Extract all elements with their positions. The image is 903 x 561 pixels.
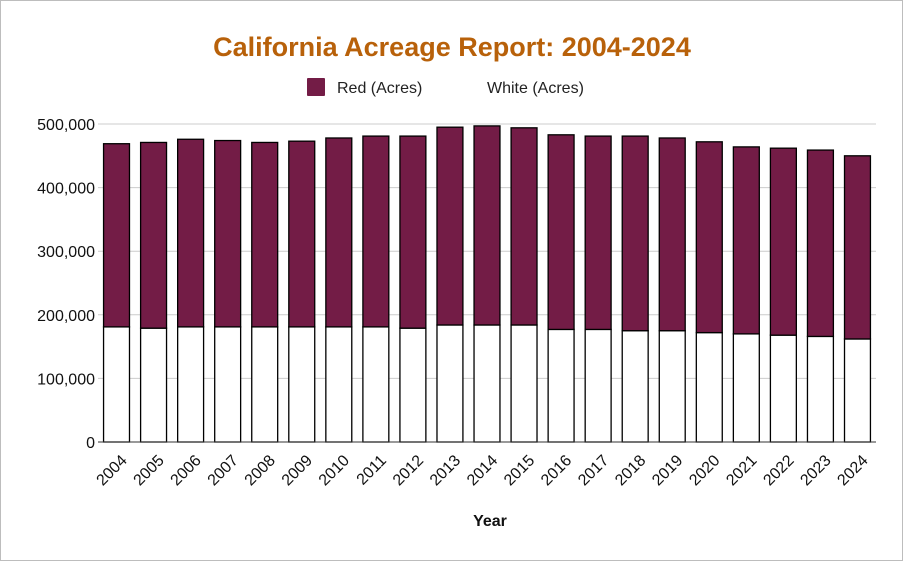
bar-white-2014 [473,324,501,443]
y-tick-label: 0 [86,435,95,452]
bars [102,125,872,443]
x-tick-label: 2004 [94,452,131,489]
bar-white-2017 [584,328,612,443]
bar-white-2009 [288,326,316,443]
x-tick-label: 2021 [723,452,760,489]
bar-white-2006 [177,326,205,443]
bar-red-2020 [695,141,723,334]
x-tick-label: 2022 [760,452,797,489]
y-axis-tick-labels: 0 100,000 200,000 300,000 400,000 500,000 [37,117,95,452]
bar-white-2019 [658,330,686,443]
bar-white-2012 [399,327,427,443]
x-tick-label: 2017 [575,452,612,489]
x-tick-label: 2019 [649,452,686,489]
bar-white-2010 [325,326,353,443]
bar-red-2015 [510,127,538,326]
bar-white-2022 [769,334,797,443]
y-tick-label: 400,000 [37,181,95,198]
bar-red-2013 [436,126,464,326]
x-tick-label: 2013 [427,452,464,489]
bar-red-2011 [362,135,390,328]
bar-white-2004 [102,326,131,443]
bar-white-2018 [621,330,649,443]
bar-white-2007 [214,326,242,443]
x-tick-label: 2015 [501,452,538,489]
x-tick-label: 2009 [279,452,316,489]
bar-white-2011 [362,326,390,443]
y-tick-label: 100,000 [37,371,95,388]
bar-white-2005 [139,327,168,443]
bar-white-2020 [695,331,723,443]
x-tick-label: 2007 [205,452,242,489]
bar-red-2009 [288,140,316,328]
y-tick-label: 300,000 [37,244,95,261]
x-tick-label: 2024 [834,452,871,489]
bar-red-2018 [621,135,649,332]
chart-title: California Acreage Report: 2004-2024 [213,32,691,62]
bar-red-2016 [547,134,575,331]
bar-white-2016 [547,328,575,443]
bar-white-2015 [510,324,538,443]
bar-red-2024 [843,155,872,340]
x-axis-tick-labels: 2004 2005 2006 2007 2008 2009 2010 2011 2012 2013… [94,452,872,489]
bar-red-2012 [399,135,427,329]
x-tick-label: 2020 [686,452,723,489]
x-tick-label: 2016 [538,452,575,489]
x-tick-label: 2011 [354,452,390,488]
bar-white-2024 [843,338,872,443]
x-axis-title: Year [473,513,507,530]
x-tick-label: 2014 [464,452,501,489]
bar-red-2019 [658,137,686,332]
y-tick-label: 500,000 [37,117,95,134]
bar-red-2017 [584,135,612,331]
bar-white-2023 [806,335,835,443]
bar-red-2005 [139,141,168,329]
bar-red-2010 [325,137,353,328]
bar-red-2007 [214,139,242,328]
bar-white-2013 [436,324,464,443]
y-tick-label: 200,000 [37,308,95,325]
bar-red-2023 [806,149,835,338]
bar-red-2022 [769,147,797,336]
bar-red-2021 [732,146,760,335]
bar-white-2021 [732,333,760,443]
bar-white-2008 [251,326,279,443]
bar-red-2014 [473,125,501,326]
bar-red-2008 [251,141,279,328]
x-tick-label: 2010 [316,452,353,489]
legend: Red (Acres) White (Acres) [307,78,584,97]
x-tick-label: 2006 [168,452,205,489]
legend-label-red: Red (Acres) [337,80,422,97]
legend-label-white: White (Acres) [487,80,584,97]
x-tick-label: 2008 [242,452,279,489]
legend-swatch-red [307,78,325,96]
bar-red-2006 [177,138,205,328]
x-tick-label: 2023 [797,452,834,489]
x-tick-label: 2012 [390,452,427,489]
x-tick-label: 2018 [612,452,649,489]
bar-red-2004 [102,143,131,328]
x-tick-label: 2005 [131,452,168,489]
